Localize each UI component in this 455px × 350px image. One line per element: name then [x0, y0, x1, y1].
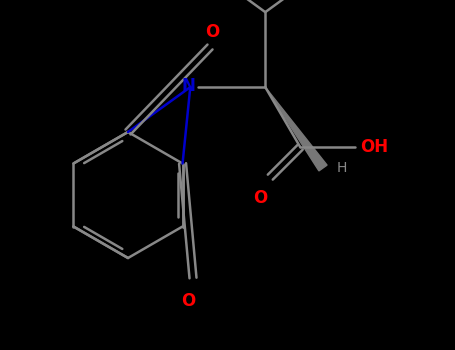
Polygon shape	[265, 87, 327, 171]
Text: N: N	[182, 77, 195, 95]
Text: O: O	[181, 292, 195, 310]
Text: O: O	[205, 23, 219, 41]
Text: H: H	[337, 161, 347, 175]
Text: O: O	[253, 189, 268, 207]
Text: OH: OH	[360, 138, 389, 156]
